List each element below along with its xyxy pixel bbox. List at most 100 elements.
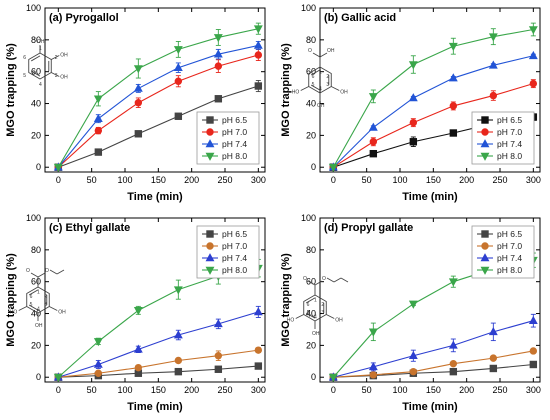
- atom-number: 3: [55, 73, 58, 79]
- x-tick-label: 200: [459, 385, 474, 395]
- data-point: [214, 365, 223, 373]
- atom-label: OH: [327, 48, 335, 54]
- data-point: [213, 319, 223, 328]
- double-bond: [310, 69, 321, 76]
- data-point: [53, 373, 63, 383]
- series-ph-7-4: [328, 50, 538, 171]
- y-axis-title: MGO trapping (%): [280, 43, 292, 137]
- y-tick-label: 60: [306, 277, 316, 287]
- legend-label: pH 8.0: [222, 151, 247, 161]
- y-tick-label: 40: [306, 99, 316, 109]
- data-point: [173, 46, 183, 55]
- data-point: [93, 113, 103, 122]
- data-point: [213, 49, 223, 58]
- plot-frame: [319, 217, 541, 383]
- legend: pH 6.5 pH 7.0 pH 7.4 pH 8.0: [471, 111, 535, 165]
- atom-number: 6: [307, 302, 310, 308]
- data-point: [328, 373, 338, 383]
- series-line: [333, 83, 534, 168]
- chemical-structure: O OH HO OH OH 12 345 6: [292, 48, 348, 109]
- legend-label: pH 6.5: [497, 115, 522, 125]
- atom-number: 5: [30, 302, 33, 308]
- data-point: [254, 82, 263, 90]
- data-point: [94, 148, 103, 156]
- x-axis-title: Time (min): [127, 401, 183, 413]
- atom-label: O: [308, 48, 312, 54]
- atom-label: OH: [317, 103, 325, 109]
- x-tick-label: 300: [526, 385, 541, 395]
- data-point: [449, 367, 458, 376]
- atom-label: OH: [340, 90, 348, 96]
- y-tick-label: 80: [306, 245, 316, 255]
- data-point: [174, 356, 183, 365]
- bond: [319, 52, 328, 58]
- atom-label: OH: [60, 75, 68, 81]
- data-point: [133, 83, 143, 92]
- data-point: [409, 138, 418, 146]
- legend-marker: [481, 230, 489, 238]
- atom-number: 3: [44, 302, 47, 308]
- atom-number: 2: [44, 294, 47, 300]
- panel-title: (c) Ethyl gallate: [49, 222, 130, 234]
- x-tick-label: 50: [362, 385, 372, 395]
- legend-marker: [205, 253, 215, 262]
- data-point: [134, 363, 143, 372]
- data-point: [408, 300, 418, 309]
- data-point: [409, 118, 418, 127]
- legend-label: pH 7.0: [222, 241, 247, 251]
- chemical-structure: O O HO OH OH 12 345 6: [10, 268, 66, 329]
- y-tick-label: 20: [31, 340, 41, 350]
- series-line: [57, 44, 259, 168]
- data-point: [134, 130, 143, 138]
- atom-number: 1: [39, 46, 42, 52]
- series-ph-7-4: [328, 313, 538, 381]
- x-tick-label: 50: [87, 385, 97, 395]
- data-point: [133, 65, 143, 74]
- x-tick-label: 250: [217, 385, 232, 395]
- y-tick-label: 40: [31, 99, 41, 109]
- data-point: [369, 138, 378, 146]
- data-point: [94, 369, 103, 377]
- data-point: [253, 25, 263, 34]
- atom-label: HO: [287, 318, 295, 324]
- series-line: [333, 320, 534, 378]
- legend-label: pH 8.0: [222, 265, 247, 275]
- atom-number: 5: [307, 310, 310, 316]
- bond: [326, 314, 335, 319]
- x-tick-label: 150: [151, 175, 166, 185]
- y-tick-label: 20: [306, 130, 316, 140]
- legend-label: pH 7.0: [222, 127, 247, 137]
- series-ph-6-5: [54, 362, 263, 381]
- data-point: [448, 73, 458, 82]
- atom-label: O: [26, 268, 30, 274]
- series-ph-6-5: [329, 360, 538, 381]
- atom-number: 3: [326, 82, 329, 88]
- atom-label: HO: [292, 90, 300, 96]
- legend-label: pH 7.4: [497, 139, 522, 149]
- legend-label: pH 7.4: [222, 253, 247, 263]
- data-point: [253, 307, 263, 316]
- y-tick-label: 40: [31, 309, 41, 319]
- data-point: [489, 91, 498, 100]
- data-point: [174, 77, 183, 85]
- data-point: [328, 163, 338, 173]
- atom-number: 2: [321, 302, 324, 308]
- data-point: [529, 347, 538, 355]
- y-tick-label: 60: [31, 277, 41, 287]
- bond: [30, 272, 39, 278]
- legend-label: pH 8.0: [497, 265, 522, 275]
- data-point: [214, 95, 223, 103]
- data-point: [173, 62, 183, 72]
- x-axis-title: Time (min): [127, 191, 183, 203]
- legend-label: pH 7.4: [497, 253, 522, 263]
- data-point: [93, 359, 103, 368]
- series-line: [57, 267, 259, 378]
- series-line: [58, 365, 259, 378]
- x-tick-label: 250: [492, 175, 507, 185]
- legend-marker: [206, 128, 214, 136]
- series-ph-7-0: [329, 347, 538, 381]
- data-point: [488, 60, 498, 69]
- atom-number: 4: [37, 306, 40, 312]
